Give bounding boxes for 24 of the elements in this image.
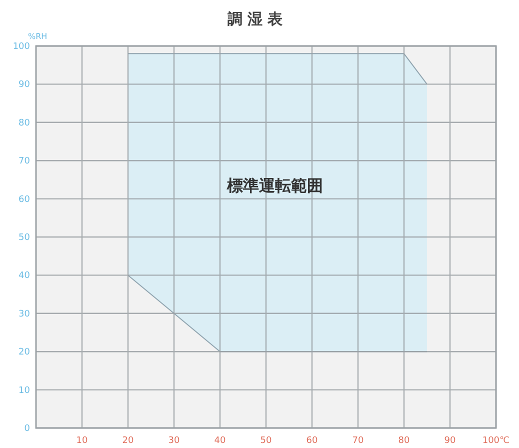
annotation: 標準運転範囲 xyxy=(226,176,324,196)
x-tick-label: 60 xyxy=(306,436,318,446)
x-tick-label: 90 xyxy=(444,436,456,446)
y-tick-label: 40 xyxy=(18,271,30,282)
y-tick-label: 10 xyxy=(18,386,30,396)
x-tick-label: 80 xyxy=(398,436,410,446)
x-tick-label: 10 xyxy=(76,436,88,446)
x-tick-label: 100℃ xyxy=(482,436,510,446)
y-tick-label: 100 xyxy=(12,42,30,52)
y-tick-label: 80 xyxy=(18,118,30,128)
x-tick-label: 20 xyxy=(122,436,134,446)
x-tick-label: 40 xyxy=(214,436,226,446)
x-tick-label: 30 xyxy=(168,436,180,446)
y-tick-label: 30 xyxy=(18,309,30,320)
y-tick-label: 20 xyxy=(18,348,30,358)
y-tick-label: 60 xyxy=(18,194,30,205)
y-axis-title: %RH xyxy=(28,32,48,41)
y-tick-label: 70 xyxy=(18,156,30,167)
x-tick-label: 70 xyxy=(352,436,364,446)
y-tick-label: 50 xyxy=(18,233,30,243)
y-tick-label: 0 xyxy=(24,424,30,434)
y-tick-label: 90 xyxy=(18,80,30,90)
chart-title: 調 湿 表 xyxy=(227,10,284,28)
x-tick-label: 50 xyxy=(260,436,272,446)
